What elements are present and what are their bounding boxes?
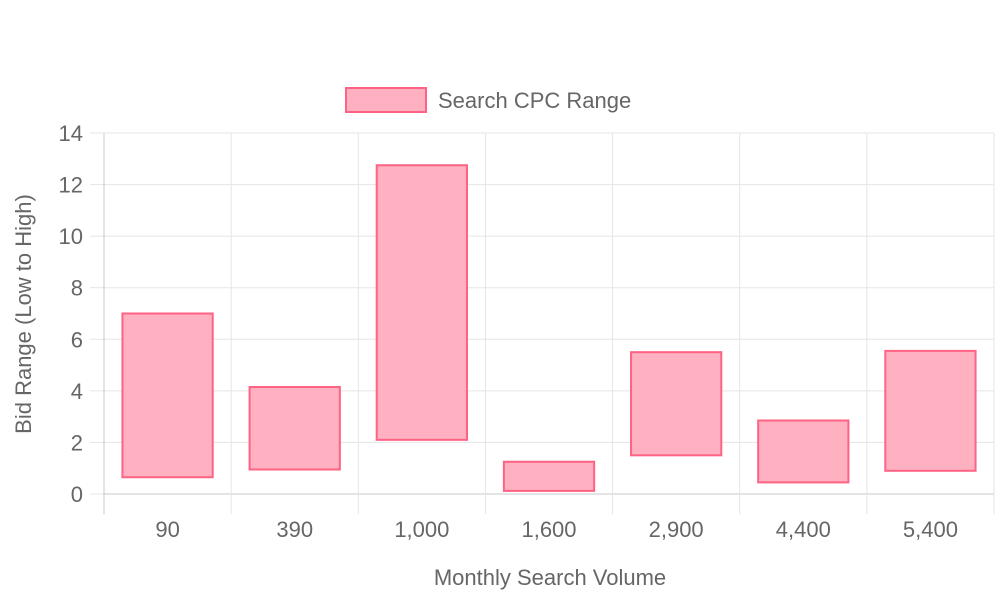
y-tick-label: 8 <box>71 276 83 301</box>
y-tick-label: 4 <box>71 379 83 404</box>
y-axis-title: Bid Range (Low to High) <box>11 194 36 434</box>
range-bar <box>502 460 596 492</box>
bars <box>121 164 977 492</box>
legend-swatch[interactable] <box>345 87 427 113</box>
y-tick-label: 14 <box>59 121 83 146</box>
grid-lines <box>90 132 995 514</box>
x-tick-label: 1,600 <box>521 517 576 542</box>
range-bar <box>757 419 850 484</box>
x-axis-ticks: 90 390 1,000 1,600 2,900 4,400 5,400 <box>155 517 958 542</box>
y-tick-label: 0 <box>71 482 83 507</box>
x-tick-label: 90 <box>155 517 179 542</box>
range-bar <box>630 351 723 457</box>
x-tick-label: 4,400 <box>776 517 831 542</box>
range-bar <box>375 164 468 441</box>
x-tick-label: 5,400 <box>903 517 958 542</box>
x-tick-label: 2,900 <box>649 517 704 542</box>
x-tick-label: 1,000 <box>394 517 449 542</box>
x-axis-title: Monthly Search Volume <box>434 565 666 590</box>
legend[interactable]: Search CPC Range <box>345 87 631 113</box>
range-bar <box>248 385 341 471</box>
y-axis-ticks: 0 2 4 6 8 10 12 14 <box>59 121 83 507</box>
range-bar <box>884 349 977 472</box>
y-tick-label: 10 <box>59 224 83 249</box>
y-tick-label: 2 <box>71 430 83 455</box>
legend-label[interactable]: Search CPC Range <box>438 88 631 113</box>
range-bar <box>121 312 214 479</box>
y-tick-label: 6 <box>71 327 83 352</box>
y-tick-label: 12 <box>59 173 83 198</box>
x-tick-label: 390 <box>276 517 313 542</box>
